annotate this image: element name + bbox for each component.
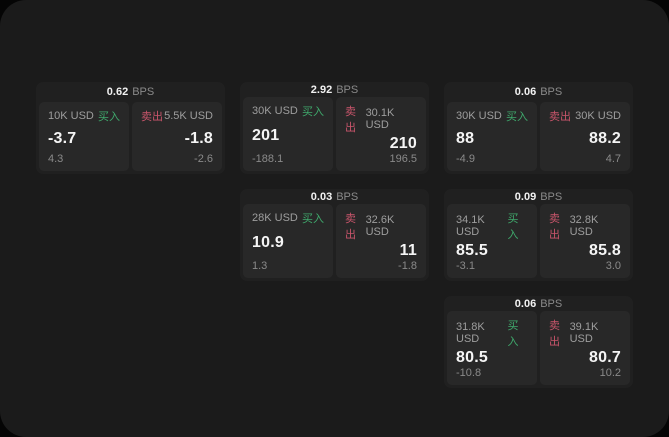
- sell-price: 88.2: [589, 129, 621, 147]
- sell-price: 210: [389, 135, 417, 152]
- card-header: 0.03 BPS: [243, 189, 426, 204]
- bps-unit-label: BPS: [540, 297, 563, 310]
- buy-sub-value: -188.1: [252, 153, 284, 165]
- panels: 28K USD 买入 10.9 1.3 卖出 32.6K USD 11 -1.8: [243, 204, 426, 278]
- empty-grid-cell: [36, 296, 225, 388]
- buy-price: 10.9: [252, 234, 284, 251]
- empty-grid-cell: [36, 189, 225, 281]
- bps-value: 0.09: [514, 190, 537, 203]
- bps-unit-label: BPS: [540, 190, 563, 203]
- quote-card-grid: 0.62 BPS 10K USD 买入 -3.7 4.3 卖出 5.5K USD: [36, 82, 633, 388]
- sell-price: 85.8: [589, 242, 621, 259]
- bps-unit-label: BPS: [132, 86, 155, 98]
- panels: 30K USD 买入 201 -188.1 卖出 30.1K USD 210 1…: [243, 97, 426, 171]
- quote-card: 0.06 BPS 30K USD 买入 88 -4.9 卖出 30K USD: [444, 82, 633, 174]
- bps-value: 2.92: [310, 83, 333, 96]
- buy-panel[interactable]: 28K USD 买入 10.9 1.3: [243, 204, 333, 278]
- quote-card: 0.09 BPS 34.1K USD 买入 85.5 -3.1 卖出 32.8K…: [444, 189, 633, 281]
- buy-label: 买入: [506, 111, 528, 123]
- buy-amount: 34.1K USD: [456, 214, 485, 238]
- card-header: 0.06 BPS: [447, 296, 630, 311]
- sell-panel[interactable]: 卖出 32.8K USD 85.8 3.0: [540, 204, 630, 278]
- sell-sub-value: 10.2: [599, 367, 621, 379]
- sell-amount: 39.1K USD: [569, 321, 599, 345]
- buy-label: 买入: [507, 213, 519, 241]
- bps-value: 0.06: [514, 86, 537, 98]
- sell-label: 卖出: [345, 106, 356, 134]
- sell-amount: 32.8K USD: [569, 214, 599, 238]
- sell-amount: 30.1K USD: [365, 107, 395, 131]
- bps-value: 0.62: [106, 86, 129, 98]
- buy-amount: 31.8K USD: [456, 321, 485, 345]
- buy-price: -3.7: [48, 129, 77, 147]
- sell-label: 卖出: [549, 320, 560, 348]
- buy-amount: 10K USD: [48, 110, 94, 122]
- bps-unit-label: BPS: [540, 86, 563, 98]
- panels: 30K USD 买入 88 -4.9 卖出 30K USD 88.2 4.7: [447, 102, 630, 171]
- buy-sub-value: -4.9: [456, 153, 475, 165]
- buy-amount: 30K USD: [456, 110, 502, 122]
- sell-panel[interactable]: 卖出 30K USD 88.2 4.7: [540, 102, 630, 171]
- buy-label: 买入: [98, 111, 120, 123]
- sell-label: 卖出: [345, 213, 356, 241]
- quote-card: 0.03 BPS 28K USD 买入 10.9 1.3 卖出 32.6K US…: [240, 189, 429, 281]
- card-header: 2.92 BPS: [243, 82, 426, 97]
- card-header: 0.62 BPS: [39, 82, 222, 102]
- panels: 10K USD 买入 -3.7 4.3 卖出 5.5K USD -1.8 -2.…: [39, 102, 222, 171]
- quote-card: 0.62 BPS 10K USD 买入 -3.7 4.3 卖出 5.5K USD: [36, 82, 225, 174]
- buy-price: 80.5: [456, 349, 488, 366]
- sell-amount: 30K USD: [575, 110, 621, 122]
- buy-label: 买入: [507, 320, 519, 348]
- buy-panel[interactable]: 10K USD 买入 -3.7 4.3: [39, 102, 129, 171]
- quote-card: 0.06 BPS 31.8K USD 买入 80.5 -10.8 卖出 39.1…: [444, 296, 633, 388]
- sell-panel[interactable]: 卖出 32.6K USD 11 -1.8: [336, 204, 426, 278]
- sell-price: 11: [399, 242, 417, 259]
- buy-label: 买入: [302, 106, 324, 118]
- buy-sub-value: -10.8: [456, 367, 482, 379]
- sell-price: 80.7: [589, 349, 621, 366]
- sell-panel[interactable]: 卖出 30.1K USD 210 196.5: [336, 97, 426, 171]
- bps-unit-label: BPS: [336, 190, 359, 203]
- buy-price: 201: [252, 127, 280, 144]
- panels: 31.8K USD 买入 80.5 -10.8 卖出 39.1K USD 80.…: [447, 311, 630, 385]
- sell-sub-value: -2.6: [194, 153, 213, 165]
- sell-sub-value: -1.8: [398, 260, 417, 272]
- buy-label: 买入: [302, 213, 324, 225]
- card-header: 0.06 BPS: [447, 82, 630, 102]
- buy-panel[interactable]: 30K USD 买入 88 -4.9: [447, 102, 537, 171]
- buy-sub-value: 1.3: [252, 260, 268, 272]
- sell-sub-value: 196.5: [389, 153, 417, 165]
- panels: 34.1K USD 买入 85.5 -3.1 卖出 32.8K USD 85.8…: [447, 204, 630, 278]
- buy-amount: 30K USD: [252, 105, 298, 117]
- buy-amount: 28K USD: [252, 212, 298, 224]
- sell-panel[interactable]: 卖出 5.5K USD -1.8 -2.6: [132, 102, 222, 171]
- buy-sub-value: -3.1: [456, 260, 475, 272]
- buy-sub-value: 4.3: [48, 153, 64, 165]
- buy-price: 85.5: [456, 242, 488, 259]
- sell-sub-value: 3.0: [605, 260, 621, 272]
- sell-amount: 32.6K USD: [365, 214, 395, 238]
- buy-panel[interactable]: 30K USD 买入 201 -188.1: [243, 97, 333, 171]
- sell-label: 卖出: [141, 111, 163, 123]
- card-header: 0.09 BPS: [447, 189, 630, 204]
- bps-value: 0.06: [514, 297, 537, 310]
- sell-sub-value: 4.7: [605, 153, 621, 165]
- sell-amount: 5.5K USD: [164, 110, 213, 122]
- bps-unit-label: BPS: [336, 83, 359, 96]
- sell-price: -1.8: [184, 129, 213, 147]
- buy-panel[interactable]: 31.8K USD 买入 80.5 -10.8: [447, 311, 537, 385]
- sell-label: 卖出: [549, 111, 571, 123]
- sell-panel[interactable]: 卖出 39.1K USD 80.7 10.2: [540, 311, 630, 385]
- buy-panel[interactable]: 34.1K USD 买入 85.5 -3.1: [447, 204, 537, 278]
- empty-grid-cell: [240, 296, 429, 388]
- bps-value: 0.03: [310, 190, 333, 203]
- buy-price: 88: [456, 129, 475, 147]
- sell-label: 卖出: [549, 213, 560, 241]
- quote-card: 2.92 BPS 30K USD 买入 201 -188.1 卖出 30.1K …: [240, 82, 429, 174]
